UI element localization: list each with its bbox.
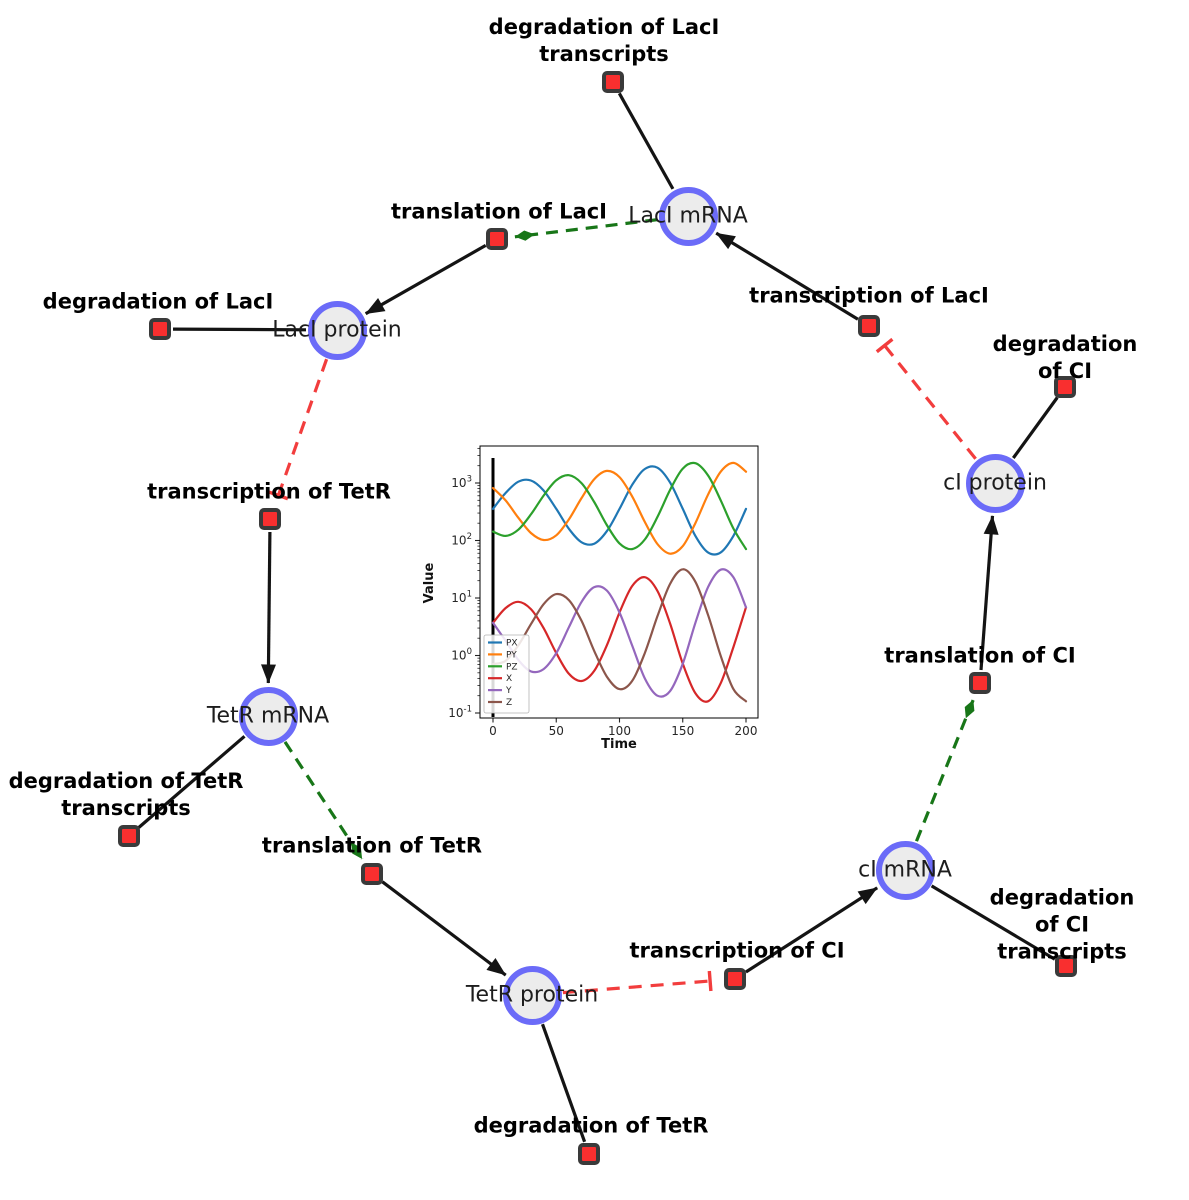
species-node-lacI_mRNA[interactable] [658,186,718,246]
reaction-label-deg_lacI_tr: degradation of LacI transcripts [488,15,720,66]
species-label-lacI_protein: LacI protein [272,317,402,343]
species-node-cI_protein[interactable] [965,453,1025,513]
species-label-cI_protein: cI protein [943,470,1047,496]
edge-translation_tetR-tetR_protein-product [381,880,507,977]
reaction-node-deg_cI_tr[interactable] [1055,955,1077,977]
reaction-node-deg_lacI[interactable] [149,318,171,340]
edge-cI_protein-transcription_lacI-inhibitor [875,337,977,460]
y-tick-label-1: 101 [451,590,472,606]
species-node-tetR_mRNA[interactable] [238,686,298,746]
reaction-node-transcription_lacI[interactable] [858,315,880,337]
x-tick-label-0: 0 [489,724,497,738]
reaction-node-translation_cI[interactable] [969,672,991,694]
edge-lacI_protein-transcription_tetR-inhibitor [268,358,329,501]
edge-translation_lacI-lacI_protein-product [364,244,487,316]
edge-transcription_cI-cI_mRNA-product [745,886,879,974]
species-node-cI_mRNA[interactable] [875,840,935,900]
species-label-lacI_mRNA: LacI mRNA [628,203,748,229]
edge-lacI_protein-deg_lacI-reactant [172,327,307,332]
reaction-node-transcription_cI[interactable] [724,968,746,990]
reaction-label-deg_tetR_tr: degradation of TetR transcripts [8,769,244,820]
edge-tetR_mRNA-translation_tetR-modifier [283,741,364,860]
x-axis-label: Time [601,737,637,752]
reaction-node-deg_tetR_tr[interactable] [118,825,140,847]
legend-item-Z: Z [506,698,512,708]
x-tick-label-150: 150 [671,724,694,738]
x-tick-label-50: 50 [549,724,564,738]
reaction-node-deg_lacI_tr[interactable] [602,71,624,93]
series-line-PX [491,465,748,556]
reaction-label-deg_lacI: degradation of LacI [42,289,274,314]
y-tick-label-2: 102 [451,532,472,548]
series-line-PZ [491,461,748,551]
edge-cI_mRNA-translation_cI-modifier [915,699,975,842]
legend-item-PX: PX [506,639,518,649]
series-line-PY [491,461,748,555]
species-label-tetR_protein: TetR protein [465,982,599,1008]
species-node-lacI_protein[interactable] [307,300,367,360]
edge-cI_mRNA-deg_cI_tr-reactant [930,884,1056,961]
y-tick-label-0: 100 [451,647,472,663]
reaction-label-translation_lacI: translation of LacI [391,199,607,224]
x-tick-label-100: 100 [608,724,631,738]
edge-transcription_lacI-lacI_mRNA-product [715,231,859,321]
reaction-node-deg_cI[interactable] [1054,376,1076,398]
reaction-node-translation_lacI[interactable] [486,228,508,250]
edge-lacI_mRNA-translation_lacI-modifier [514,218,658,241]
species-node-tetR_protein[interactable] [502,965,562,1025]
legend-item-PZ: PZ [506,662,518,672]
species-label-cI_mRNA: cI mRNA [858,857,952,883]
edge-cI_protein-deg_cI-reactant [1012,396,1059,459]
reaction-label-deg_cI_tr: degradation of CI transcripts [989,885,1135,964]
edge-translation_cI-cI_protein-product [979,515,999,671]
reaction-node-transcription_tetR[interactable] [259,508,281,530]
series-line-Y [491,568,748,698]
edge-lacI_mRNA-deg_lacI_tr-reactant [617,92,675,190]
edge-tetR_protein-deg_tetR-reactant [540,1023,587,1143]
reaction-node-deg_tetR[interactable] [578,1143,600,1165]
edge-transcription_tetR-tetR_mRNA-product [260,531,276,684]
reaction-label-transcription_lacI: transcription of LacI [749,283,989,308]
legend-item-X: X [506,674,512,684]
edge-tetR_protein-transcription_cI-inhibitor [562,970,713,995]
reaction-label-transcription_cI: transcription of CI [629,938,845,963]
plot-spines [479,445,759,719]
edge-tetR_mRNA-deg_tetR_tr-reactant [137,735,246,829]
y-axis-label: Value [422,562,437,603]
reaction-node-translation_tetR[interactable] [361,863,383,885]
x-tick-label-200: 200 [735,724,758,738]
reaction-label-transcription_tetR: transcription of TetR [147,479,391,504]
series-line-Z [491,568,748,703]
reaction-label-deg_cI: degradation of CI [992,332,1138,383]
reaction-label-deg_tetR: degradation of TetR [473,1113,709,1138]
legend-item-Y: Y [505,686,512,696]
legend-item-PY: PY [506,650,517,660]
reaction-label-translation_cI: translation of CI [884,643,1076,668]
reaction-label-translation_tetR: translation of TetR [261,833,483,858]
species-label-tetR_mRNA: TetR mRNA [206,703,330,729]
y-tick-label-3: 103 [451,475,472,491]
y-tick-label--1: 10-1 [448,705,472,721]
